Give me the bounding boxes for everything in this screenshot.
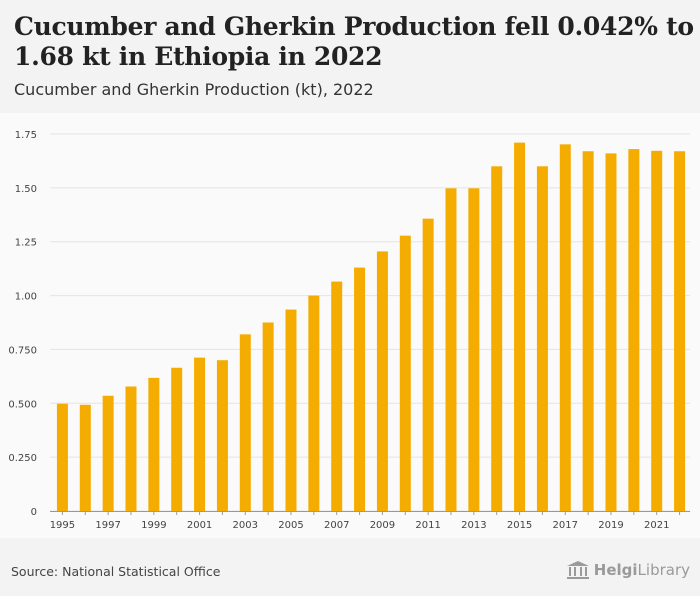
- bar-2021[interactable]: [651, 150, 663, 512]
- bar-2013[interactable]: [468, 188, 480, 511]
- bar-2012[interactable]: [445, 188, 457, 511]
- x-tick-label: 2019: [598, 520, 623, 531]
- x-tick-label: 2015: [507, 520, 532, 531]
- chart-area: 0 0.250 0.500 0.750 1.00 1.25 1.50 1.75 1995 1997…: [0, 113, 700, 538]
- brand-name-strong: Helgi: [593, 561, 638, 579]
- chart-title: Cucumber and Gherkin Production fell 0.0…: [14, 12, 694, 71]
- bar-1995[interactable]: [56, 403, 68, 511]
- bar-1998[interactable]: [125, 386, 137, 511]
- y-tick-label: 1.00: [15, 292, 37, 303]
- x-tick-label: 2017: [553, 520, 578, 531]
- brand-logo[interactable]: HelgiLibrary: [566, 560, 690, 580]
- bar-1999[interactable]: [148, 377, 160, 511]
- y-tick-label: 0.750: [8, 345, 37, 356]
- y-tick-label: 1.25: [15, 238, 37, 249]
- x-tick-label: 2001: [187, 520, 212, 531]
- y-tick-label: 0.250: [8, 453, 37, 464]
- x-tick-label: 2009: [370, 520, 395, 531]
- x-tick-label: 1999: [141, 520, 166, 531]
- x-tick-label: 1997: [95, 520, 120, 531]
- x-tick-label: 2005: [278, 520, 303, 531]
- bar-2017[interactable]: [559, 144, 571, 511]
- chart-header: Cucumber and Gherkin Production fell 0.0…: [0, 0, 700, 113]
- bar-2018[interactable]: [582, 151, 594, 512]
- x-tick-label: 1995: [50, 520, 75, 531]
- bar-2004[interactable]: [262, 322, 274, 512]
- bar-1996[interactable]: [79, 404, 91, 511]
- x-tick-label: 2011: [415, 520, 440, 531]
- x-tick-label: 2003: [233, 520, 258, 531]
- bar-series: [56, 142, 686, 512]
- source-note: Source: National Statistical Office: [11, 564, 221, 579]
- bar-2006[interactable]: [308, 295, 320, 511]
- x-tick-label: 2021: [644, 520, 669, 531]
- tick-labels: 0 0.250 0.500 0.750 1.00 1.25 1.50 1.75 1995 1997…: [8, 130, 669, 531]
- axes: [50, 511, 690, 515]
- bar-2019[interactable]: [605, 153, 617, 511]
- bar-2016[interactable]: [536, 166, 548, 511]
- brand-name-light: Library: [637, 561, 690, 579]
- x-tick-label: 2007: [324, 520, 349, 531]
- bar-2000[interactable]: [171, 367, 183, 511]
- bar-chart: 0 0.250 0.500 0.750 1.00 1.25 1.50 1.75 1995 1997…: [8, 130, 690, 531]
- bar-2020[interactable]: [628, 149, 640, 511]
- y-tick-label: 0: [31, 507, 37, 518]
- bar-2008[interactable]: [354, 267, 366, 511]
- x-tick-label: 2013: [461, 520, 486, 531]
- grid-lines: [50, 133, 690, 512]
- bar-2022[interactable]: [674, 151, 686, 512]
- bar-2011[interactable]: [422, 218, 434, 511]
- y-tick-label: 0.500: [8, 399, 37, 410]
- bar-2010[interactable]: [399, 235, 411, 511]
- chart-footer: Source: National Statistical Office Helg…: [0, 538, 700, 596]
- y-tick-label: 1.50: [15, 184, 37, 195]
- bar-2007[interactable]: [331, 281, 343, 511]
- bar-2015[interactable]: [514, 142, 526, 511]
- bar-2003[interactable]: [239, 334, 251, 511]
- bar-1997[interactable]: [102, 395, 114, 511]
- bar-2001[interactable]: [194, 357, 206, 511]
- bar-2002[interactable]: [216, 360, 228, 511]
- bar-2005[interactable]: [285, 309, 297, 511]
- chart-subtitle: Cucumber and Gherkin Production (kt), 20…: [14, 80, 374, 99]
- bar-2009[interactable]: [376, 251, 388, 511]
- y-tick-label: 1.75: [15, 130, 37, 141]
- library-building-icon: [566, 561, 589, 579]
- bar-2014[interactable]: [491, 166, 503, 511]
